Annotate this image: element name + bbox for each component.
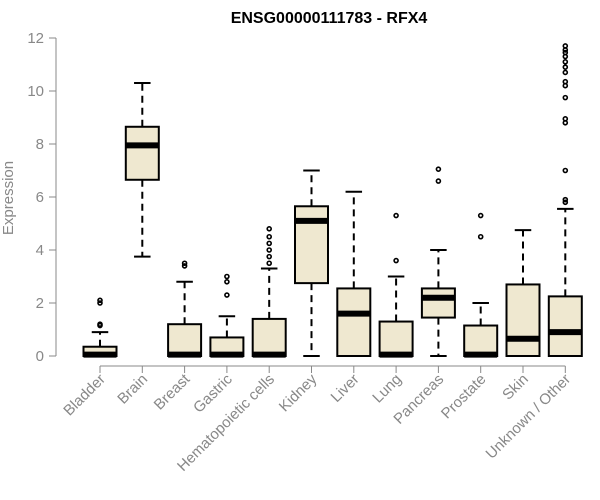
- box-group: [505, 229, 541, 358]
- iqr-box: [124, 125, 160, 181]
- box-group: [82, 297, 118, 358]
- outlier-point: [224, 273, 230, 280]
- y-axis: 0 2 4 6 8 10 12: [27, 30, 57, 365]
- y-tick-label: 0: [36, 348, 44, 365]
- outlier-point: [266, 247, 273, 253]
- outlier-point: [562, 64, 569, 70]
- y-tick-label: 10: [27, 83, 44, 100]
- iqr-box: [336, 287, 372, 357]
- box-group: [124, 82, 160, 258]
- box-group: [420, 166, 456, 357]
- iqr-box: [167, 323, 203, 358]
- iqr-box: [378, 320, 414, 357]
- x-tick-label: Kidney: [276, 370, 321, 415]
- x-tick-label: Bladder: [60, 371, 109, 420]
- outlier-point: [266, 260, 273, 267]
- outlier-point: [562, 69, 569, 76]
- outlier-point: [97, 321, 103, 328]
- x-tick-label: Skin: [499, 371, 532, 404]
- y-tick-label: 2: [36, 295, 44, 312]
- boxes-layer: [82, 43, 583, 358]
- outlier-point: [266, 226, 273, 232]
- iqr-box: [547, 295, 583, 357]
- outlier-point: [393, 212, 399, 219]
- box-group: [294, 169, 329, 357]
- outlier-point: [266, 253, 273, 260]
- iqr-box: [463, 324, 499, 357]
- iqr-box: [294, 205, 329, 285]
- outlier-point: [562, 59, 569, 65]
- box-group: [463, 212, 499, 358]
- outlier-point: [562, 196, 569, 203]
- chart-title: ENSG00000111783 - RFX4: [231, 10, 428, 27]
- x-tick-label: Prostate: [438, 371, 490, 423]
- y-axis-label: Expression: [0, 161, 17, 235]
- outlier-point: [224, 292, 230, 298]
- outlier-point: [266, 233, 273, 240]
- outlier-point: [477, 233, 484, 240]
- outlier-point: [435, 178, 442, 184]
- outlier-point: [562, 167, 569, 174]
- outlier-point: [224, 278, 230, 285]
- iqr-box: [420, 287, 456, 319]
- x-tick-label: Brain: [114, 371, 151, 408]
- iqr-box: [251, 317, 287, 357]
- y-tick-label: 4: [36, 242, 44, 259]
- outlier-point: [477, 212, 484, 219]
- outlier-point: [266, 240, 273, 247]
- outlier-point: [435, 166, 442, 172]
- x-tick-label: Lung: [369, 371, 405, 407]
- box-group: [251, 226, 287, 358]
- outlier-point: [97, 297, 103, 304]
- y-tick-label: 8: [36, 136, 44, 153]
- outlier-point: [181, 260, 188, 267]
- outlier-point: [562, 116, 569, 122]
- outlier-point: [97, 300, 103, 306]
- box-group: [209, 273, 245, 358]
- box-group: [547, 43, 583, 357]
- outlier-point: [562, 78, 569, 85]
- x-tick-label: Liver: [328, 371, 363, 406]
- box-group: [378, 212, 414, 358]
- y-tick-label: 6: [36, 189, 44, 206]
- outlier-point: [562, 94, 569, 101]
- outlier-point: [181, 263, 188, 269]
- box-group: [336, 190, 372, 357]
- outlier-point: [562, 43, 569, 49]
- y-tick-label: 12: [27, 30, 44, 47]
- outlier-point: [562, 49, 569, 56]
- x-tick-label: Breast: [151, 370, 194, 413]
- box-group: [167, 260, 203, 358]
- iqr-box: [505, 283, 541, 358]
- outlier-point: [562, 199, 569, 206]
- outlier-point: [393, 257, 399, 264]
